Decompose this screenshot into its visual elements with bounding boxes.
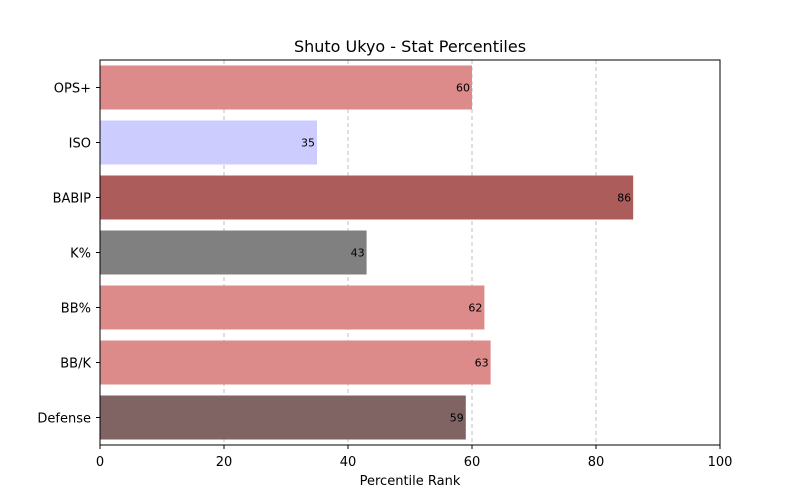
bar-bb-k xyxy=(100,341,491,385)
y-tick-label: ISO xyxy=(69,137,91,152)
y-axis: OPS+ ISO BABIP K% BB% BB/K Defense xyxy=(37,82,100,427)
bar-value-label: 59 xyxy=(450,412,464,425)
x-axis-label: Percentile Rank xyxy=(360,474,461,489)
bars-group: 60 35 86 43 62 63 59 xyxy=(100,66,633,440)
bar-bb- xyxy=(100,286,484,330)
x-tick-label: 60 xyxy=(464,455,481,470)
bar-ops- xyxy=(100,66,472,110)
y-tick-label: BB% xyxy=(61,302,91,317)
y-tick-label: OPS+ xyxy=(54,82,91,97)
x-tick-label: 100 xyxy=(708,455,733,470)
bar-defense xyxy=(100,396,466,440)
chart-title: Shuto Ukyo - Stat Percentiles xyxy=(294,37,526,56)
bar-value-label: 60 xyxy=(456,82,470,95)
bar-value-label: 43 xyxy=(351,247,365,260)
y-tick-label: BABIP xyxy=(53,192,92,207)
y-tick-label: BB/K xyxy=(60,357,91,372)
bar-value-label: 86 xyxy=(617,192,631,205)
y-tick-label: K% xyxy=(70,247,91,262)
y-tick-label: Defense xyxy=(37,412,91,427)
x-tick-label: 40 xyxy=(340,455,357,470)
bar-value-label: 62 xyxy=(468,302,482,315)
bar-value-label: 63 xyxy=(475,357,489,370)
bar-babip xyxy=(100,176,633,220)
x-axis: 0 20 40 60 80 100 xyxy=(96,445,733,470)
bar-k- xyxy=(100,231,367,275)
x-tick-label: 0 xyxy=(96,455,104,470)
x-tick-label: 20 xyxy=(216,455,233,470)
bar-value-label: 35 xyxy=(301,137,315,150)
bar-iso xyxy=(100,121,317,165)
x-tick-label: 80 xyxy=(588,455,605,470)
